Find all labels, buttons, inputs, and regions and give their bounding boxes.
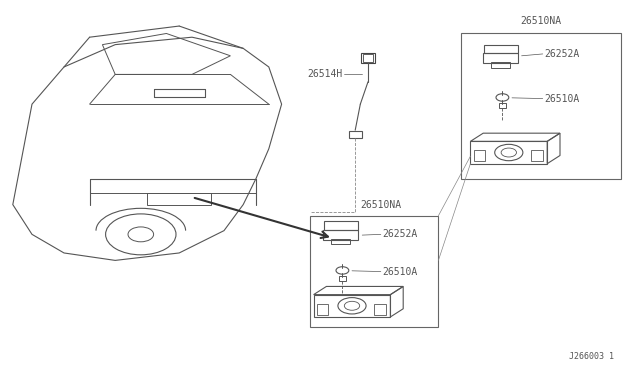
Bar [323,230,358,240]
Text: 26514H: 26514H [307,70,342,79]
Bar [470,141,547,164]
Bar [499,103,506,108]
Text: 26510NA: 26510NA [520,16,561,26]
Bar [310,216,438,327]
Bar [531,150,543,161]
Text: 26252A: 26252A [382,230,417,239]
Text: 26252A: 26252A [544,49,579,59]
Text: J266003 1: J266003 1 [570,352,614,361]
Bar [331,239,350,244]
Bar [461,33,621,179]
Bar [363,54,373,62]
Bar [349,131,362,138]
Bar [474,150,485,161]
Bar [314,295,390,317]
Bar [361,53,375,63]
Bar [317,304,328,315]
Bar [339,276,346,281]
Bar [374,304,386,315]
Bar [147,193,211,205]
Text: 26510A: 26510A [544,94,579,103]
Text: 26510A: 26510A [382,267,417,276]
Bar [483,53,518,63]
Bar [491,62,510,68]
Text: 26510NA: 26510NA [360,200,401,210]
